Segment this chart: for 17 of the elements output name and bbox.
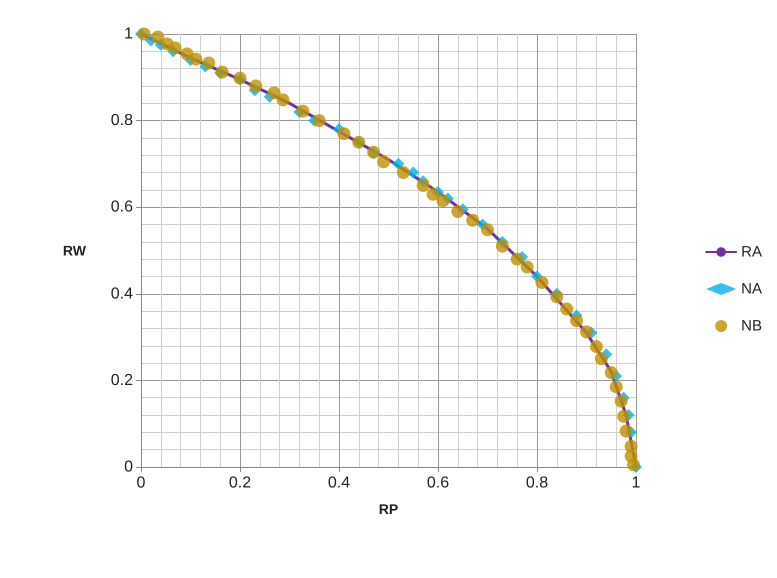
x-tick-label: 0 <box>136 474 146 492</box>
x-axis-title: RP <box>378 501 398 517</box>
legend-label: NB <box>741 318 762 334</box>
legend-label: NA <box>741 280 762 298</box>
y-axis-title: RW <box>62 242 87 258</box>
y-tick-label: 0 <box>124 458 134 476</box>
x-tick-label: 1 <box>632 474 641 492</box>
y-tick-label: 0.8 <box>110 112 134 130</box>
x-tick-label: 0.8 <box>526 474 548 492</box>
x-tick-label: 0.2 <box>228 474 252 492</box>
y-tick-label: 0.6 <box>110 198 134 216</box>
legend-label: RA <box>741 244 762 260</box>
y-tick-label: 0.4 <box>110 285 134 302</box>
x-tick-label: 0.6 <box>426 474 450 492</box>
x-tick-label: 0.4 <box>328 474 350 492</box>
y-tick-label: 1 <box>124 26 134 42</box>
y-tick-label: 0.2 <box>110 372 134 389</box>
